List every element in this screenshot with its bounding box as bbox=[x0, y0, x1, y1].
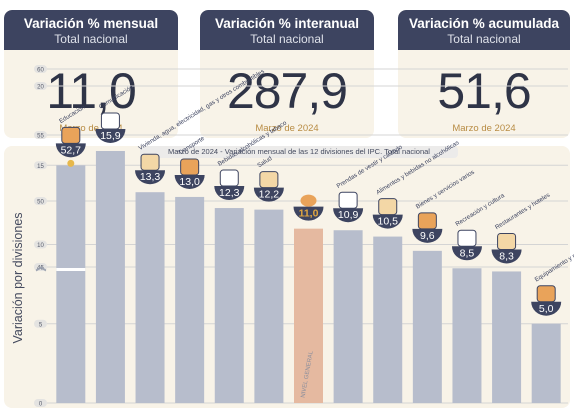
value-badge bbox=[214, 186, 245, 201]
value-badge bbox=[451, 246, 482, 261]
shirt-icon bbox=[338, 191, 358, 209]
category-label: Salud bbox=[256, 155, 274, 170]
category-label: Equipamiento y mantenimiento del hogar bbox=[534, 218, 574, 284]
category-label: Bienes y servicios varios bbox=[415, 169, 476, 211]
food-icon bbox=[378, 198, 398, 216]
y-tick-label: 5 bbox=[39, 322, 43, 328]
kpi-title: Variación % interanual bbox=[214, 16, 360, 31]
value-label: 12,3 bbox=[219, 187, 240, 199]
axis-break-mark bbox=[35, 266, 47, 271]
y-tick-badge bbox=[34, 197, 47, 205]
y-tick-badge bbox=[34, 399, 47, 407]
bar bbox=[175, 196, 205, 403]
bar bbox=[294, 228, 323, 403]
y-tick-badge bbox=[34, 319, 47, 328]
lightbulb-icon bbox=[140, 153, 160, 171]
y-tick-label: 55 bbox=[37, 134, 44, 140]
bar bbox=[214, 208, 244, 403]
kpi-subtitle: Total nacional bbox=[54, 32, 128, 46]
kpi-value: 287,9 bbox=[226, 63, 348, 119]
value-label: 5,0 bbox=[539, 303, 554, 315]
kpi-subtitle: Total nacional bbox=[250, 32, 324, 46]
y-tick-label: 20 bbox=[37, 85, 44, 91]
kpi-value: 51,6 bbox=[437, 63, 531, 119]
bar bbox=[452, 268, 482, 403]
bar bbox=[95, 150, 125, 403]
bar bbox=[373, 236, 403, 403]
bar bbox=[492, 271, 522, 403]
kpi-footer: Marzo de 2024 bbox=[59, 123, 123, 134]
bar-marker bbox=[67, 159, 75, 167]
kpi-title: Variación % mensual bbox=[23, 16, 159, 31]
kpi-card-interanual: Variación % interanual Total nacional 28… bbox=[200, 10, 374, 138]
y-tick-badge bbox=[34, 82, 47, 90]
book-icon bbox=[61, 126, 81, 144]
bar-break-strip bbox=[56, 268, 86, 271]
chart-title: Marzo de 2024 - Variación mensual de las… bbox=[140, 146, 458, 158]
value-label: 13,3 bbox=[140, 171, 161, 183]
category-label: Transporte bbox=[177, 135, 206, 157]
medical-cross-icon bbox=[259, 171, 279, 189]
kpi-subtitle: Total nacional bbox=[447, 32, 521, 46]
value-badge bbox=[95, 128, 126, 143]
y-tick-label: 10 bbox=[37, 243, 44, 249]
y-tick-badge bbox=[34, 65, 47, 73]
kpi-header: Variación % acumulada Total nacional bbox=[398, 10, 570, 50]
value-label: 13,0 bbox=[179, 176, 200, 188]
value-label: 52,7 bbox=[61, 144, 82, 156]
category-label: Comunicación bbox=[98, 84, 135, 111]
bar bbox=[333, 230, 363, 403]
value-label: 9,6 bbox=[420, 230, 435, 242]
y-tick-badge bbox=[34, 161, 47, 170]
category-label: Educación bbox=[58, 104, 87, 126]
kpi-value: 11,0 bbox=[46, 63, 137, 119]
value-badge bbox=[55, 143, 86, 158]
cutlery-icon bbox=[497, 232, 517, 250]
bar bbox=[254, 209, 284, 403]
kpi-title: Variación % acumulada bbox=[408, 16, 560, 31]
value-label: 11,0 bbox=[299, 208, 319, 220]
bar bbox=[135, 192, 165, 403]
category-label: Bebidas alcohólicas y tabaco bbox=[217, 119, 289, 168]
y-tick-label: 0 bbox=[39, 402, 43, 408]
y-tick-label: 60 bbox=[37, 68, 44, 74]
bottle-icon bbox=[219, 169, 239, 187]
value-label: 10,9 bbox=[338, 209, 359, 221]
kpi-footer: Marzo de 2024 bbox=[255, 123, 319, 134]
value-label: 8,5 bbox=[460, 247, 475, 259]
value-badge bbox=[174, 174, 205, 189]
y-tick-badge bbox=[34, 240, 47, 249]
value-badge bbox=[491, 249, 522, 264]
y-tick-label: 50 bbox=[37, 200, 44, 206]
bar bbox=[412, 250, 442, 403]
brush-icon bbox=[417, 212, 437, 230]
bar bbox=[531, 323, 561, 403]
value-badge bbox=[412, 228, 443, 243]
car-icon bbox=[180, 158, 200, 176]
value-badge bbox=[333, 208, 364, 223]
kpi-header: Variación % mensual Total nacional bbox=[4, 10, 178, 50]
kpi-card-mensual: Variación % mensual Total nacional 11,0 … bbox=[4, 10, 178, 138]
fruit-icon bbox=[300, 194, 317, 207]
y-tick-label: 15 bbox=[37, 164, 44, 170]
armchair-icon bbox=[536, 285, 556, 303]
value-label: 8,3 bbox=[499, 250, 514, 262]
phone-icon bbox=[100, 112, 120, 130]
value-badge bbox=[293, 206, 324, 221]
value-label: 10,5 bbox=[378, 216, 399, 228]
bar bbox=[56, 165, 86, 403]
value-badge bbox=[253, 187, 284, 202]
value-label: 15,9 bbox=[100, 130, 121, 142]
kpi-card-acumulada: Variación % acumulada Total nacional 51,… bbox=[398, 10, 570, 138]
value-badge bbox=[531, 301, 562, 316]
value-badge bbox=[372, 214, 403, 229]
value-badge bbox=[135, 170, 166, 185]
kpi-footer: Marzo de 2024 bbox=[452, 123, 516, 134]
star-icon bbox=[457, 229, 477, 247]
kpi-header: Variación % interanual Total nacional bbox=[200, 10, 374, 50]
axis-break-mark bbox=[35, 267, 47, 272]
y-tick-badge bbox=[34, 131, 47, 139]
value-label: 12,2 bbox=[259, 189, 280, 201]
